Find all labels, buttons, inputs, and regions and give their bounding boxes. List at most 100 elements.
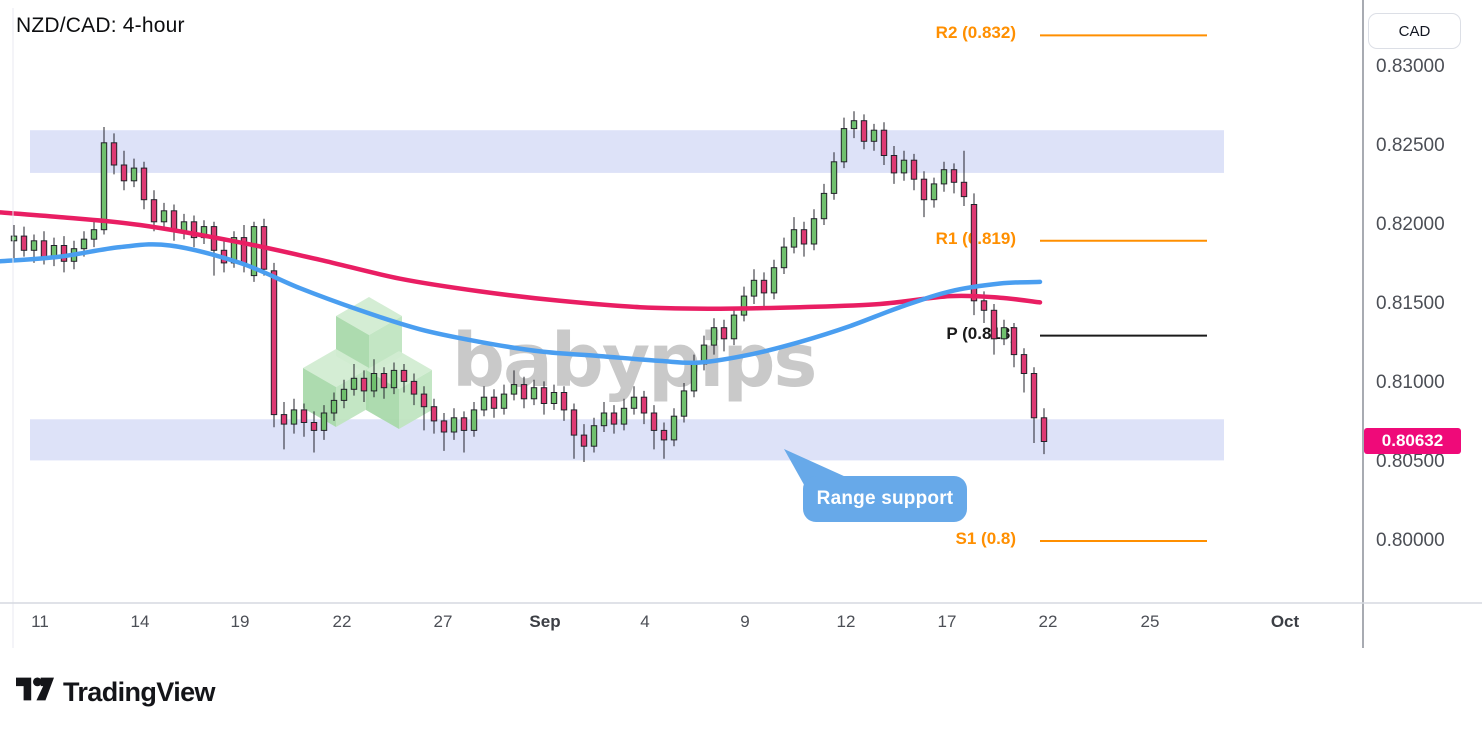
candle[interactable]	[920, 171, 928, 218]
candle[interactable]	[330, 392, 338, 421]
candle[interactable]	[1010, 323, 1018, 368]
candle[interactable]	[380, 367, 388, 399]
candle[interactable]	[680, 383, 688, 423]
candle[interactable]	[650, 405, 658, 450]
candle[interactable]	[320, 405, 328, 440]
candle[interactable]	[780, 237, 788, 274]
candle[interactable]	[360, 370, 368, 402]
candle[interactable]	[1020, 348, 1028, 393]
candle[interactable]	[410, 373, 418, 406]
candle[interactable]	[20, 226, 28, 257]
candle[interactable]	[670, 408, 678, 447]
candle[interactable]	[810, 209, 818, 251]
candle[interactable]	[10, 225, 18, 260]
candle[interactable]	[740, 286, 748, 322]
candle[interactable]	[140, 161, 148, 210]
candle[interactable]	[720, 319, 728, 352]
candle[interactable]	[890, 146, 898, 184]
candle[interactable]	[420, 386, 428, 431]
ma-fast-blue-line	[0, 242, 1043, 366]
candle[interactable]	[430, 398, 438, 434]
currency-button[interactable]: CAD	[1368, 13, 1461, 49]
candle[interactable]	[480, 386, 488, 417]
candle[interactable]	[520, 376, 528, 409]
candle[interactable]	[930, 177, 938, 208]
candle[interactable]	[110, 133, 118, 175]
candle[interactable]	[200, 220, 208, 244]
candle[interactable]	[660, 422, 668, 459]
candle[interactable]	[870, 123, 878, 151]
tradingview-logo[interactable]: TradingView	[16, 676, 216, 708]
candle[interactable]	[820, 183, 828, 225]
candle[interactable]	[600, 402, 608, 432]
candle[interactable]	[550, 384, 558, 410]
candle[interactable]	[580, 424, 588, 462]
candle[interactable]	[130, 158, 138, 188]
candle[interactable]	[840, 117, 848, 169]
range-support-callout-bubble	[784, 449, 967, 522]
candle[interactable]	[770, 259, 778, 300]
candle[interactable]	[540, 381, 548, 415]
candle[interactable]	[630, 386, 638, 415]
candle[interactable]	[150, 190, 158, 232]
candle[interactable]	[570, 403, 578, 459]
candle[interactable]	[250, 221, 258, 282]
candle[interactable]	[370, 359, 378, 398]
candle[interactable]	[860, 114, 868, 150]
candle[interactable]	[340, 379, 348, 409]
candle[interactable]	[500, 384, 508, 415]
candle[interactable]	[170, 204, 178, 241]
candle[interactable]	[1040, 408, 1048, 455]
candle[interactable]	[180, 213, 188, 240]
tradingview-logo-icon	[16, 676, 54, 708]
candle[interactable]	[190, 215, 198, 248]
candle[interactable]	[830, 152, 838, 200]
candle[interactable]	[470, 402, 478, 437]
candle[interactable]	[210, 221, 218, 276]
candle[interactable]	[490, 389, 498, 418]
candle[interactable]	[800, 221, 808, 257]
candle[interactable]	[910, 153, 918, 191]
candle[interactable]	[440, 413, 448, 451]
candle[interactable]	[270, 262, 278, 428]
candle[interactable]	[460, 411, 468, 453]
candle[interactable]	[1000, 319, 1008, 346]
candle[interactable]	[510, 370, 518, 401]
candle[interactable]	[450, 408, 458, 440]
candle[interactable]	[790, 217, 798, 254]
candle[interactable]	[560, 386, 568, 421]
candle[interactable]	[310, 411, 318, 453]
candle[interactable]	[960, 150, 968, 206]
candle[interactable]	[160, 202, 168, 229]
pivot-label-S1: S1 (0.8)	[955, 529, 1016, 548]
candle[interactable]	[880, 122, 888, 165]
candle[interactable]	[50, 237, 58, 267]
candle[interactable]	[90, 218, 98, 248]
candle[interactable]	[940, 161, 948, 192]
candle[interactable]	[590, 417, 598, 453]
candle[interactable]	[640, 390, 648, 425]
candle[interactable]	[620, 398, 628, 431]
candle[interactable]	[390, 362, 398, 395]
candle[interactable]	[100, 127, 108, 235]
candle[interactable]	[850, 111, 858, 139]
candle[interactable]	[120, 150, 128, 191]
candle[interactable]	[730, 307, 738, 346]
candle[interactable]	[290, 398, 298, 434]
candle[interactable]	[760, 272, 768, 308]
candle[interactable]	[610, 405, 618, 434]
candle[interactable]	[700, 335, 708, 371]
candle[interactable]	[400, 364, 408, 393]
candle[interactable]	[750, 269, 758, 304]
candle[interactable]	[950, 163, 958, 194]
candle[interactable]	[990, 304, 998, 355]
candle[interactable]	[530, 379, 538, 406]
candle[interactable]	[710, 318, 718, 355]
candle[interactable]	[280, 402, 288, 450]
candle[interactable]	[350, 364, 358, 396]
candle[interactable]	[1030, 367, 1038, 443]
candle[interactable]	[300, 403, 308, 437]
candle[interactable]	[900, 150, 908, 181]
